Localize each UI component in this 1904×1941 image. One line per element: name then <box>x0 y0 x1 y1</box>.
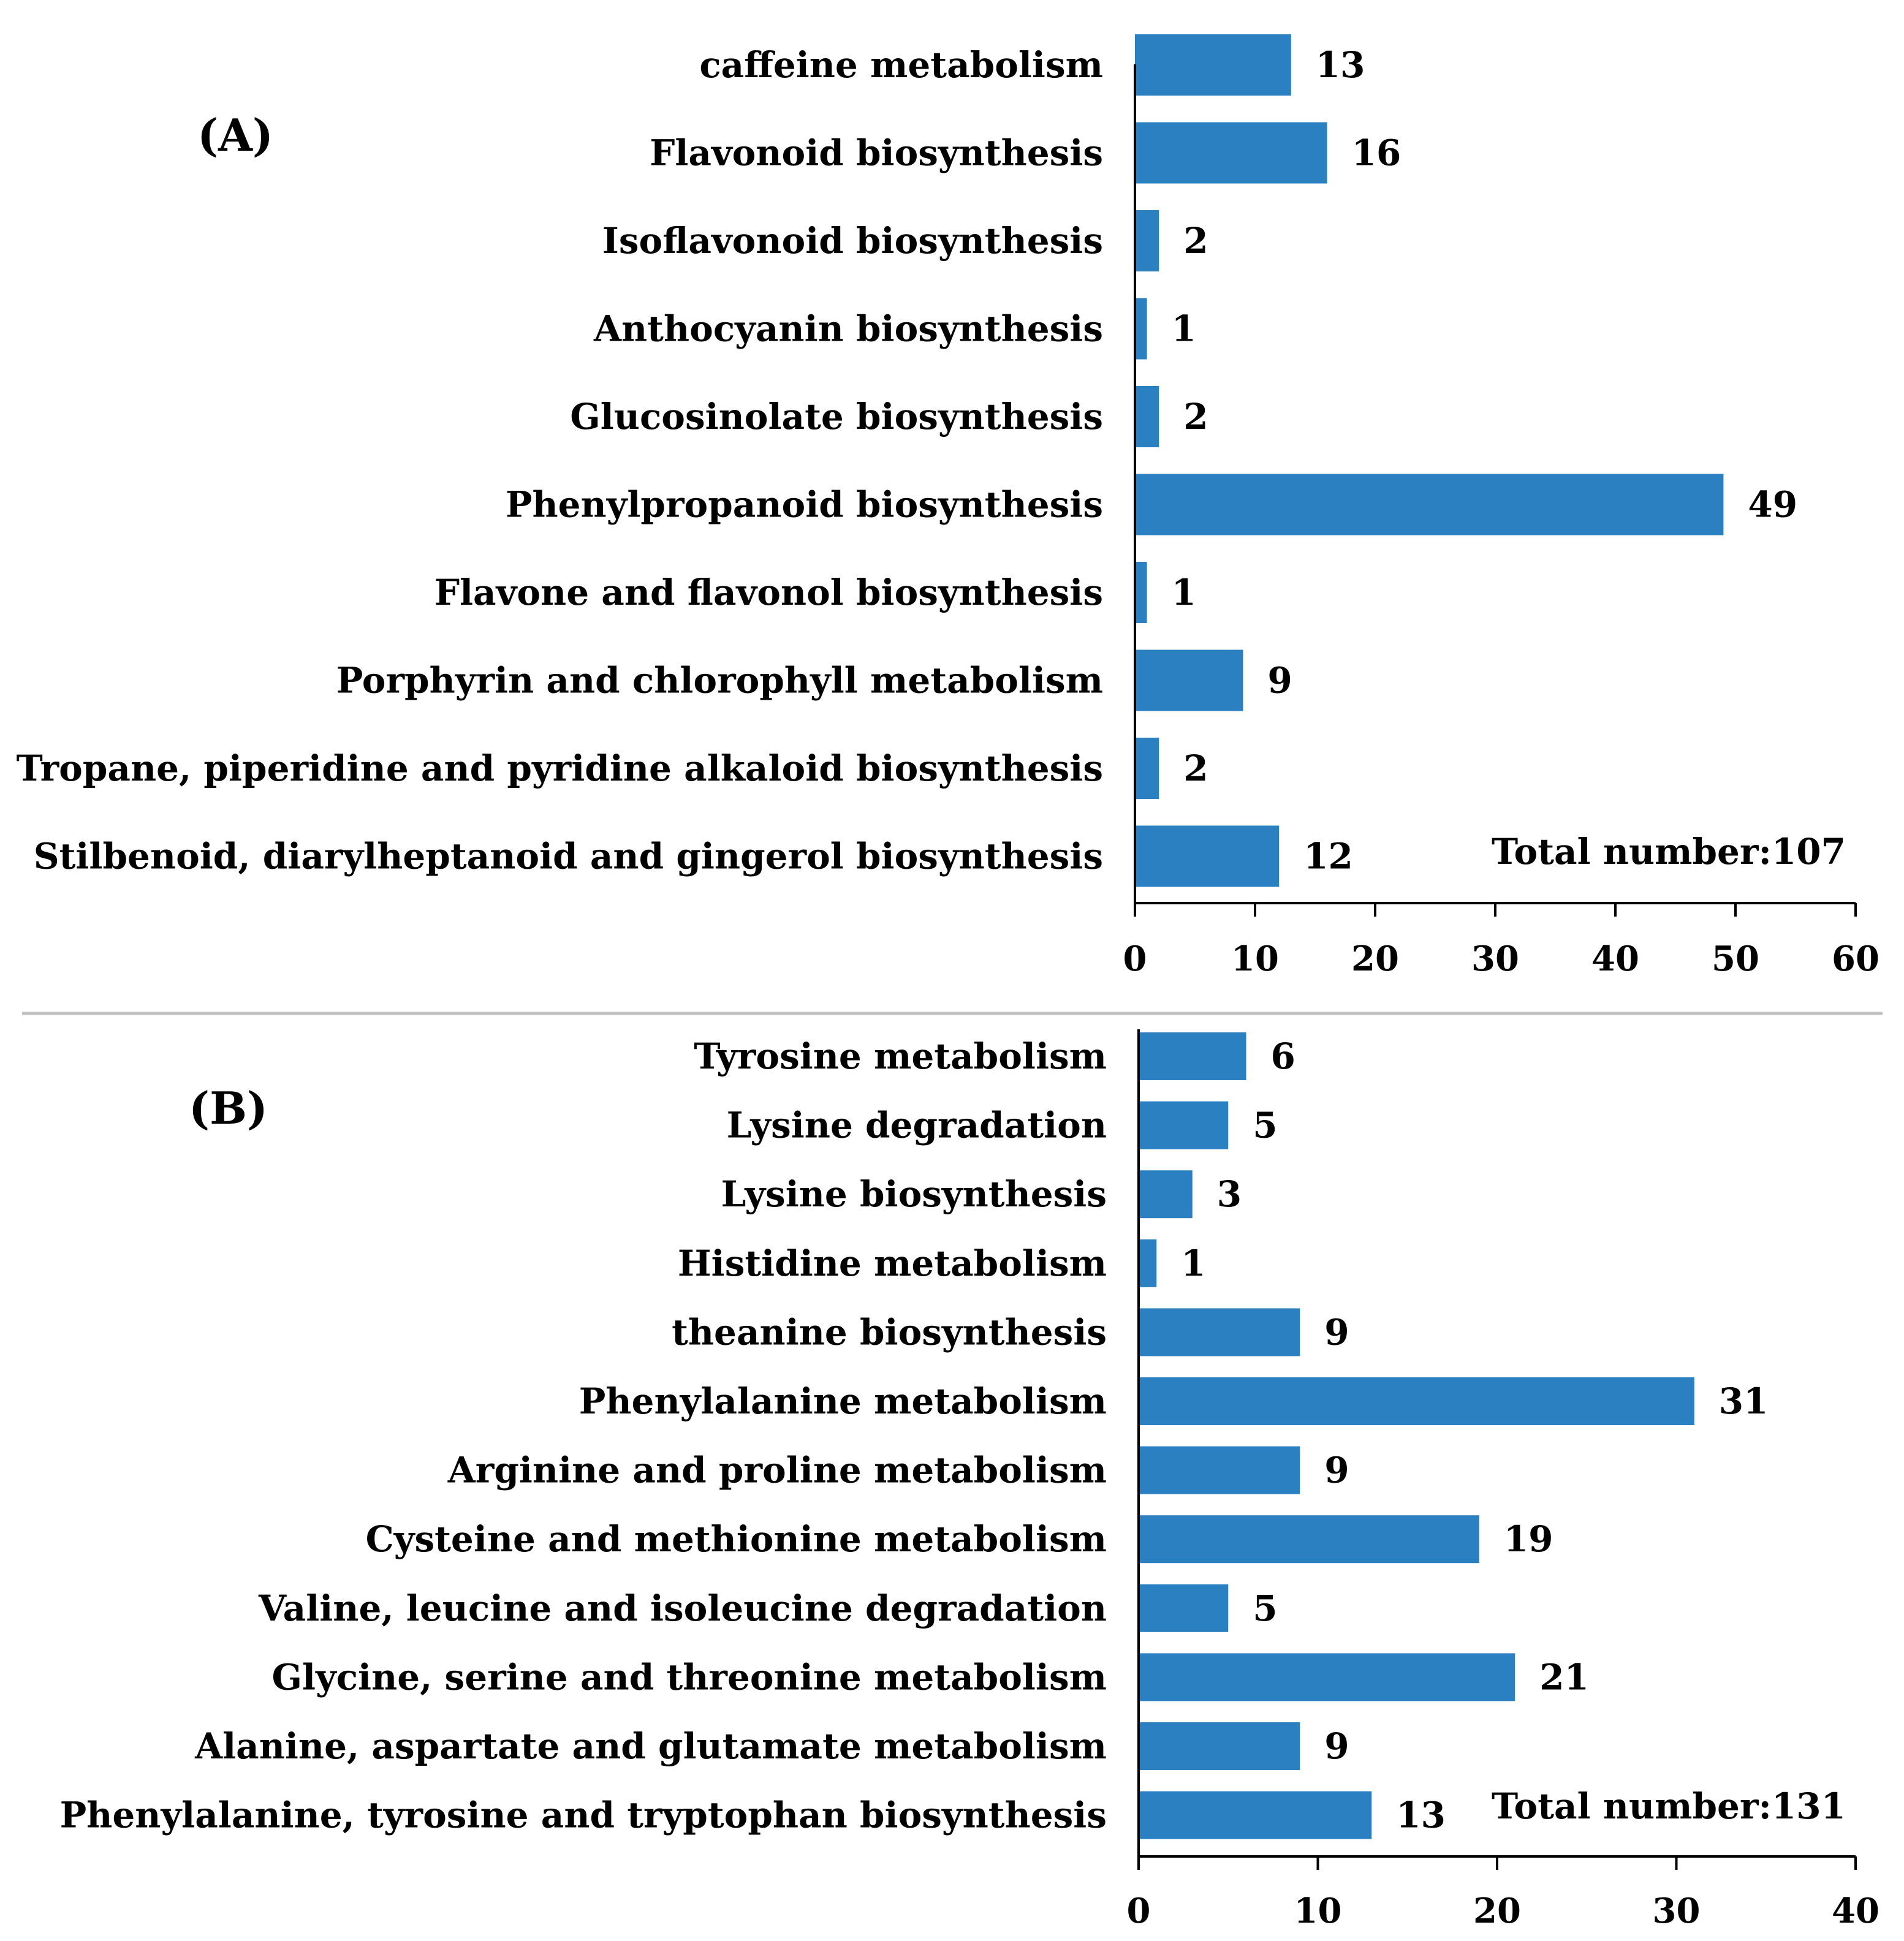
x-tick-label: 10 <box>1231 939 1279 979</box>
bar <box>1139 1722 1300 1770</box>
category-label: Arginine and proline metabolism <box>447 1450 1107 1491</box>
chart-panel-b: (B) Tyrosine metabolism 6 Lysine degradati… <box>60 1029 1879 1931</box>
value-label: 6 <box>1271 1035 1295 1077</box>
category-label: Tropane, piperidine and pyridine alkaloi… <box>17 747 1103 789</box>
x-axis-b: 0 10 20 30 40 <box>1127 1029 1879 1931</box>
x-tick-label: 30 <box>1471 939 1519 979</box>
value-label: 9 <box>1324 1311 1349 1353</box>
category-label: Isoflavonoid biosynthesis <box>602 220 1103 262</box>
category-label: Alanine, aspartate and glutamate metabol… <box>194 1725 1107 1767</box>
category-label: Phenylpropanoid biosynthesis <box>506 484 1103 526</box>
value-label: 3 <box>1217 1173 1242 1215</box>
category-label: Porphyrin and chlorophyll metabolism <box>336 660 1103 702</box>
x-tick-label: 50 <box>1712 939 1759 979</box>
value-label: 49 <box>1748 484 1797 526</box>
bar <box>1139 1170 1193 1219</box>
x-tick-label: 20 <box>1351 939 1399 979</box>
value-label: 13 <box>1396 1795 1446 1836</box>
chart-panel-a: (A) caffeine metabolism 13 Flavonoid biosy… <box>17 34 1879 979</box>
x-tick-label: 60 <box>1832 939 1879 979</box>
category-label: theanine biosynthesis <box>672 1311 1107 1353</box>
x-tick-label: 10 <box>1294 1891 1342 1931</box>
value-label: 9 <box>1267 660 1292 702</box>
bar <box>1135 34 1291 96</box>
category-label: Flavonoid biosynthesis <box>650 132 1103 174</box>
bar <box>1135 386 1159 447</box>
bar <box>1139 1584 1229 1632</box>
category-label: Tyrosine metabolism <box>694 1035 1107 1077</box>
x-tick-label: 40 <box>1591 939 1639 979</box>
value-label: 5 <box>1253 1587 1277 1629</box>
bar <box>1135 298 1147 360</box>
x-tick-label: 0 <box>1127 1891 1151 1931</box>
category-label: Glycine, serine and threonine metabolism <box>271 1656 1107 1698</box>
value-label: 19 <box>1504 1518 1553 1560</box>
category-label: Valine, leucine and isoleucine degradati… <box>258 1587 1107 1629</box>
bar <box>1135 210 1159 271</box>
value-label: 12 <box>1303 836 1353 877</box>
bar-group-b: Tyrosine metabolism 6 Lysine degradation 5 L… <box>60 1032 1769 1839</box>
bar <box>1139 1101 1229 1149</box>
value-label: 1 <box>1181 1243 1205 1284</box>
bar <box>1139 1446 1300 1494</box>
bar <box>1139 1515 1479 1564</box>
category-label: Glucosinolate biosynthesis <box>570 396 1103 437</box>
value-label: 5 <box>1253 1105 1277 1146</box>
x-tick-label: 40 <box>1832 1891 1879 1931</box>
bar <box>1135 649 1243 711</box>
value-label: 1 <box>1172 308 1196 350</box>
panel-label-b: (B) <box>189 1082 268 1134</box>
total-number-b: Total number:131 <box>1492 1785 1846 1827</box>
bar <box>1139 1239 1157 1287</box>
category-label: Stilbenoid, diarylheptanoid and gingerol… <box>34 836 1103 877</box>
bar <box>1139 1791 1372 1839</box>
bar <box>1139 1377 1694 1425</box>
category-label: Lysine degradation <box>727 1105 1107 1146</box>
value-label: 21 <box>1539 1656 1589 1698</box>
bar <box>1139 1653 1515 1701</box>
x-tick-label: 0 <box>1123 939 1147 979</box>
bar <box>1135 738 1159 799</box>
value-label: 13 <box>1316 44 1365 86</box>
category-label: Cysteine and methionine metabolism <box>366 1518 1107 1560</box>
value-label: 2 <box>1183 220 1208 262</box>
bar <box>1139 1032 1246 1080</box>
value-label: 31 <box>1719 1380 1769 1422</box>
x-tick-label: 30 <box>1653 1891 1701 1931</box>
value-label: 9 <box>1324 1725 1349 1767</box>
category-label: Histidine metabolism <box>678 1243 1107 1284</box>
value-label: 1 <box>1172 572 1196 613</box>
category-label: Phenylalanine metabolism <box>579 1380 1107 1422</box>
panel-label-a: (A) <box>197 109 273 161</box>
bar <box>1135 474 1724 535</box>
category-label: Anthocyanin biosynthesis <box>593 308 1103 350</box>
total-number-a: Total number:107 <box>1492 831 1846 872</box>
category-label: Flavone and flavonol biosynthesis <box>434 572 1103 613</box>
value-label: 2 <box>1183 747 1208 789</box>
bar-group-a: caffeine metabolism 13 Flavonoid biosynthe… <box>17 34 1797 887</box>
x-axis-a: 0 10 20 30 40 50 60 <box>1123 64 1879 979</box>
category-label: Phenylalanine, tyrosine and tryptophan b… <box>60 1795 1107 1836</box>
category-label: caffeine metabolism <box>699 44 1103 86</box>
value-label: 9 <box>1324 1450 1349 1491</box>
bar <box>1135 562 1147 623</box>
x-tick-label: 20 <box>1473 1891 1521 1931</box>
value-label: 16 <box>1352 132 1401 174</box>
value-label: 2 <box>1183 396 1208 437</box>
category-label: Lysine biosynthesis <box>721 1173 1107 1215</box>
bar <box>1139 1308 1300 1356</box>
bar <box>1135 825 1280 887</box>
bar <box>1135 122 1327 184</box>
